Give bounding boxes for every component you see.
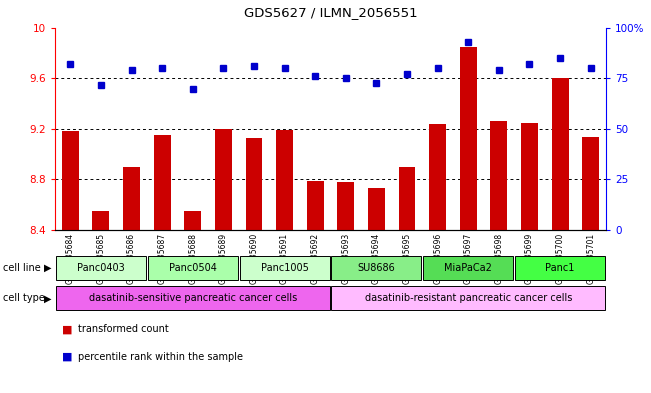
Bar: [582, 136, 599, 230]
Bar: [56, 255, 146, 280]
Text: GDS5627 / ILMN_2056551: GDS5627 / ILMN_2056551: [243, 6, 417, 19]
Bar: [215, 129, 232, 230]
Bar: [184, 211, 201, 230]
Bar: [460, 47, 477, 230]
Bar: [331, 255, 421, 280]
Text: cell type: cell type: [3, 293, 45, 303]
Text: ▶: ▶: [44, 263, 51, 273]
Bar: [490, 121, 507, 230]
Text: ▶: ▶: [44, 293, 51, 303]
Bar: [429, 124, 446, 230]
Bar: [245, 138, 262, 230]
Text: Panc0403: Panc0403: [77, 263, 125, 273]
Text: MiaPaCa2: MiaPaCa2: [445, 263, 492, 273]
Bar: [368, 188, 385, 230]
Bar: [154, 135, 171, 230]
Text: percentile rank within the sample: percentile rank within the sample: [77, 352, 243, 362]
Bar: [307, 181, 324, 230]
Text: cell line: cell line: [3, 263, 41, 273]
Text: ■: ■: [61, 352, 72, 362]
Bar: [398, 167, 415, 230]
Bar: [56, 286, 329, 310]
Text: Panc1: Panc1: [546, 263, 575, 273]
Text: transformed count: transformed count: [77, 324, 169, 334]
Text: Panc1005: Panc1005: [260, 263, 309, 273]
Bar: [92, 211, 109, 230]
Bar: [337, 182, 354, 230]
Bar: [515, 255, 605, 280]
Bar: [62, 132, 79, 230]
Bar: [551, 79, 568, 230]
Bar: [148, 255, 238, 280]
Bar: [123, 167, 140, 230]
Bar: [331, 286, 605, 310]
Text: SU8686: SU8686: [357, 263, 395, 273]
Text: dasatinib-resistant pancreatic cancer cells: dasatinib-resistant pancreatic cancer ce…: [365, 293, 572, 303]
Bar: [240, 255, 329, 280]
Bar: [521, 123, 538, 230]
Text: dasatinib-sensitive pancreatic cancer cells: dasatinib-sensitive pancreatic cancer ce…: [89, 293, 297, 303]
Bar: [423, 255, 513, 280]
Text: ■: ■: [61, 324, 72, 334]
Bar: [276, 130, 293, 230]
Text: Panc0504: Panc0504: [169, 263, 217, 273]
